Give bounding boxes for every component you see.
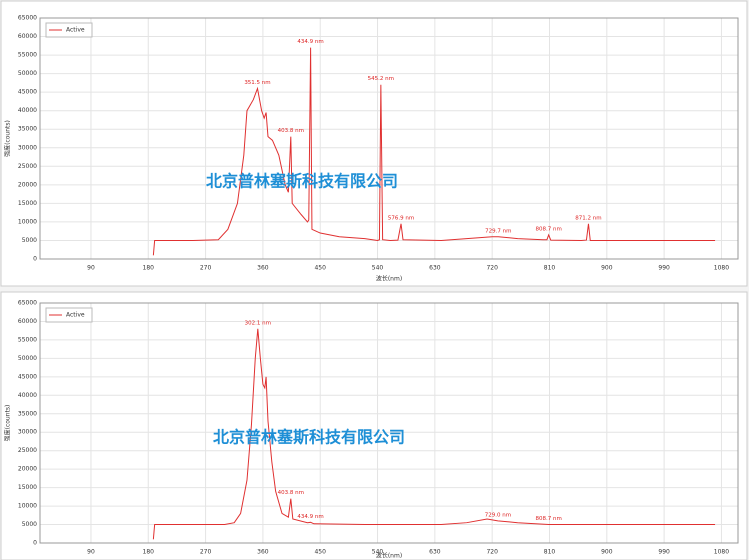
y-tick-label: 65000 — [18, 300, 37, 307]
legend-box — [45, 22, 93, 38]
legend-box — [45, 307, 93, 323]
peak-label: 576.9 nm — [388, 215, 414, 221]
y-tick-label: 25000 — [18, 163, 37, 170]
x-tick-label: 990 — [658, 265, 670, 272]
y-tick-label: 40000 — [18, 107, 37, 114]
peak-label: 729.7 nm — [485, 228, 511, 234]
x-tick-label: 990 — [658, 549, 670, 556]
y-tick-label: 15000 — [18, 484, 37, 491]
y-tick-label: 45000 — [18, 373, 37, 380]
x-tick-label: 450 — [314, 265, 326, 272]
y-tick-label: 10000 — [18, 503, 37, 510]
x-tick-label: 180 — [143, 549, 155, 556]
y-tick-label: 50000 — [18, 355, 37, 362]
peak-label: 434.9 nm — [297, 514, 323, 520]
x-tick-label: 540 — [372, 265, 384, 272]
plot-area — [40, 18, 738, 259]
y-tick-label: 20000 — [18, 466, 37, 473]
peak-label: 808.7 nm — [535, 226, 561, 232]
y-tick-label: 40000 — [18, 392, 37, 399]
y-tick-label: 30000 — [18, 429, 37, 436]
plot-frame — [39, 17, 739, 260]
watermark: 北京普林塞斯科技有限公司 — [206, 172, 398, 191]
x-tick-label: 810 — [544, 549, 556, 556]
x-tick-label: 90 — [87, 549, 95, 556]
peak-label: 403.8 nm — [278, 490, 304, 496]
peak-label: 403.8 nm — [278, 128, 304, 134]
x-axis-label: 波长(nm) — [376, 552, 402, 560]
x-tick-label: 630 — [429, 549, 441, 556]
y-tick-label: 20000 — [18, 181, 37, 188]
x-axis-label: 波长(nm) — [376, 275, 402, 283]
y-tick-label: 55000 — [18, 52, 37, 59]
y-tick-label: 35000 — [18, 410, 37, 417]
y-tick-label: 50000 — [18, 70, 37, 77]
x-tick-label: 900 — [601, 549, 613, 556]
x-tick-label: 270 — [200, 549, 212, 556]
y-tick-label: 65000 — [18, 15, 37, 22]
watermark: 北京普林塞斯科技有限公司 — [213, 428, 405, 447]
x-tick-label: 720 — [486, 265, 498, 272]
y-tick-label: 5000 — [22, 237, 37, 244]
peak-label: 808.7 nm — [535, 516, 561, 522]
x-tick-label: 630 — [429, 265, 441, 272]
plot-frame — [39, 302, 739, 544]
peak-label: 351.5 nm — [244, 80, 270, 86]
x-tick-label: 450 — [314, 549, 326, 556]
x-tick-label: 360 — [257, 549, 269, 556]
x-tick-label: 540 — [372, 549, 384, 556]
x-tick-label: 270 — [200, 265, 212, 272]
x-tick-label: 180 — [143, 265, 155, 272]
y-tick-label: 60000 — [18, 33, 37, 40]
x-tick-label: 1080 — [714, 265, 729, 272]
y-axis-label: 强度(counts) — [4, 120, 12, 157]
y-tick-label: 0 — [33, 540, 37, 547]
peak-label: 434.9 nm — [297, 39, 323, 45]
y-tick-label: 10000 — [18, 218, 37, 225]
y-tick-label: 25000 — [18, 447, 37, 454]
x-tick-label: 1080 — [714, 549, 729, 556]
y-tick-label: 15000 — [18, 200, 37, 207]
peak-label: 729.0 nm — [485, 512, 511, 518]
y-tick-label: 45000 — [18, 89, 37, 96]
y-tick-label: 0 — [33, 256, 37, 263]
x-tick-label: 90 — [87, 265, 95, 272]
x-tick-label: 810 — [544, 265, 556, 272]
x-tick-label: 720 — [486, 549, 498, 556]
peak-label: 871.2 nm — [575, 215, 601, 221]
y-tick-label: 5000 — [22, 521, 37, 528]
x-tick-label: 900 — [601, 265, 613, 272]
spectrum-line — [152, 328, 716, 540]
y-axis-label: 强度(counts) — [4, 405, 12, 442]
peak-label: 302.1 nm — [245, 320, 271, 326]
legend-label: Active — [66, 27, 85, 34]
x-tick-label: 360 — [257, 265, 269, 272]
peak-label: 545.2 nm — [368, 76, 394, 82]
plot-area — [40, 303, 738, 543]
y-tick-label: 55000 — [18, 336, 37, 343]
y-tick-label: 30000 — [18, 144, 37, 151]
legend-label: Active — [66, 312, 85, 319]
y-tick-label: 60000 — [18, 318, 37, 325]
y-tick-label: 35000 — [18, 126, 37, 133]
spectrum-line — [152, 47, 716, 256]
